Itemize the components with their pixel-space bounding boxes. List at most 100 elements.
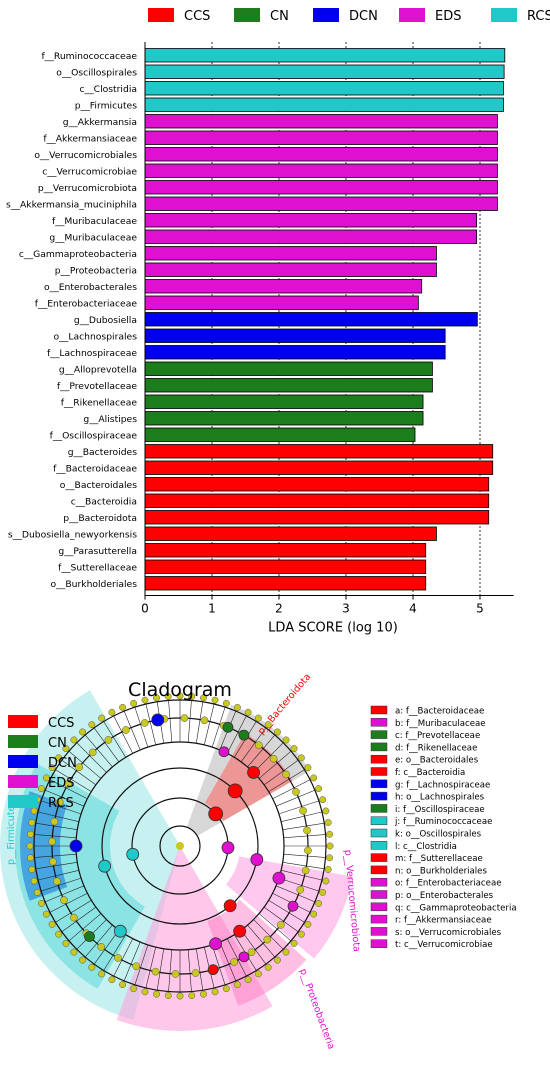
bar-g__Bacteroides (144, 444, 494, 459)
leaf-node (79, 728, 87, 736)
key-swatch (370, 877, 388, 887)
cladogram-clade-shading (0, 690, 353, 1031)
key-swatch (370, 767, 388, 776)
key-swatch (370, 902, 388, 912)
leaf-node (108, 976, 116, 984)
tree-branch (91, 724, 120, 763)
clade-label: p__Firmicutes (6, 801, 17, 865)
leaf-node (141, 988, 149, 996)
leaf-node (264, 963, 272, 971)
bar-f__Muribaculaceae (144, 213, 478, 228)
tree-branch (247, 924, 278, 961)
tree-branch (240, 724, 269, 763)
key-label: c: f__Prevotellaceae (395, 731, 480, 741)
genus-node (140, 719, 149, 727)
x-tick-label: 2 (275, 602, 283, 616)
tree-branch (133, 944, 149, 989)
legend-swatch-rcs (491, 8, 517, 22)
tree-branch (195, 948, 204, 995)
category-label: p__Firmicutes (75, 100, 137, 111)
cladogram-tree (30, 696, 330, 996)
tree-branch (253, 739, 287, 773)
biomarker-node (287, 900, 299, 912)
category-label: g__Alistipes (83, 414, 137, 425)
bar-s__Akkermansia_muciniphila (144, 196, 498, 211)
biomarker-node (221, 841, 235, 855)
tree-branch (278, 799, 323, 815)
key-swatch (370, 828, 388, 838)
genus-node (151, 967, 160, 976)
leaf-node (176, 992, 184, 1000)
genus-node (277, 920, 285, 929)
biomarker-node (113, 924, 127, 938)
leaf-node (88, 721, 96, 729)
tree-ring (101, 767, 259, 925)
leaf-node (55, 754, 63, 762)
category-label: g__Bacteroides (68, 447, 137, 458)
genus-node (191, 969, 200, 977)
bar-s__Dubosiella_newyorkensis (144, 526, 437, 541)
x-tick-label: 5 (476, 602, 484, 616)
tree-branch (268, 767, 309, 792)
category-label: o__Bacteroidales (60, 480, 137, 491)
genus-node (263, 935, 272, 944)
clade-shading-gammaproteobacteria (207, 899, 307, 1006)
group-legend-label: DCN (48, 756, 77, 771)
leaf-node (211, 988, 219, 996)
key-label: r: f__Akkermansiaceae (395, 916, 492, 926)
bar-f__Bacteroidaceae (144, 460, 494, 475)
key-swatch (370, 853, 388, 862)
leaf-node (88, 963, 96, 971)
biomarker-node (223, 899, 237, 913)
category-label: p__Proteobacteria (55, 265, 137, 276)
tree-branch (31, 861, 78, 870)
key-swatch (370, 730, 388, 739)
tree-branch (211, 703, 227, 748)
category-label: f__Oscillospiraceae (50, 430, 138, 441)
genus-node (171, 970, 180, 978)
leaf-node (62, 939, 70, 947)
category-label: f__Lachnospiraceae (47, 348, 137, 359)
category-label: c__Gammaproteobacteria (19, 249, 137, 260)
bar-g__Alistipes (144, 411, 424, 426)
tree-branch (240, 929, 269, 968)
leaf-node (211, 696, 219, 704)
cladogram: p__Bacteroidotap__Verrucomicrobiotap__Pr… (0, 671, 517, 1051)
leaf-node (222, 985, 230, 993)
group-legend-label: CCS (48, 716, 74, 731)
genus-node (292, 788, 300, 796)
key-label: a: f__Bacteroidaceae (395, 707, 484, 717)
cladogram-title: Cladogram (128, 679, 232, 701)
tree-branch (272, 777, 314, 800)
leaf-node (315, 899, 323, 907)
leaf-node (42, 774, 50, 782)
tree-branch (258, 913, 295, 944)
leaf-node (37, 785, 45, 793)
group-legend-swatch-eds (8, 775, 38, 788)
x-tick-label: 1 (208, 602, 216, 616)
leaf-node (244, 976, 252, 984)
leaf-node (108, 708, 116, 716)
key-label: t: c__Verrucomicrobiae (395, 940, 493, 950)
category-label: c__Verrucomicrobiae (42, 166, 137, 177)
leaf-node (188, 992, 196, 999)
leaf-node (98, 714, 106, 722)
key-swatch (370, 841, 388, 850)
lda-x-axis-label: LDA SCORE (log 10) (268, 621, 398, 636)
genus-node (75, 763, 83, 772)
biomarker-node (84, 931, 95, 942)
key-swatch (370, 791, 388, 801)
category-label: g__Parasutterella (58, 546, 137, 557)
tree-branch (73, 739, 107, 773)
clade-shading-firmicutes (0, 690, 181, 1020)
leaf-node (310, 910, 318, 918)
biomarker-node (69, 839, 83, 853)
bar-g__Parasutterella (144, 543, 427, 558)
tree-branch (283, 833, 330, 839)
bar-f__Enterobacteriaceae (144, 295, 419, 310)
tree-branch (187, 696, 193, 743)
bar-o__Burkholderiales (144, 576, 427, 591)
leaf-node (37, 899, 45, 907)
tree-branch (278, 877, 323, 893)
tree-branch (167, 696, 173, 743)
